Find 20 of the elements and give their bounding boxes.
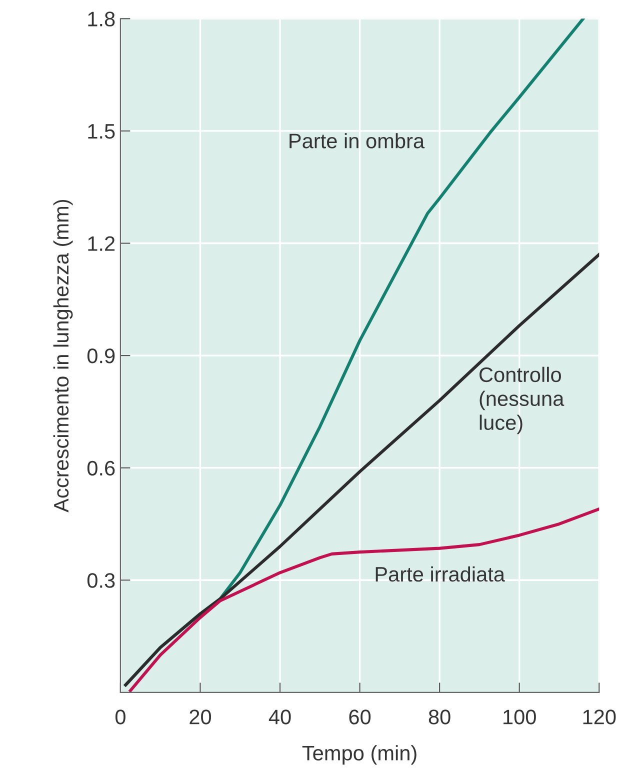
x-tick-label: 40	[268, 710, 291, 724]
x-tick-label: 100	[504, 710, 536, 724]
line-series	[124, 252, 600, 686]
y-tick-label: 0.3	[87, 573, 115, 588]
y-tick-label: 0.9	[87, 348, 115, 364]
y-tick-label: 0.6	[87, 460, 115, 476]
series-label: Parte irradiata	[376, 566, 505, 582]
y-tick-label: 1.2	[88, 236, 115, 251]
x-tick-label: 60	[349, 710, 371, 724]
y-tick-label: 1.5	[88, 124, 115, 139]
x-tick-label: 0	[115, 710, 126, 724]
series-label: Controllo (nessuna luce)	[480, 366, 564, 434]
line-series	[128, 507, 600, 692]
x-axis-title: Tempo (min)	[302, 745, 416, 765]
x-tick-label: 120	[583, 710, 616, 724]
x-tick-label: 20	[190, 710, 212, 724]
x-tick-label: 80	[428, 710, 450, 724]
y-axis-title: Accrescimento in lunghezza (mm)	[53, 200, 73, 512]
y-tick-label: 1.8	[88, 12, 115, 26]
text: Parte in ombra	[290, 133, 425, 148]
